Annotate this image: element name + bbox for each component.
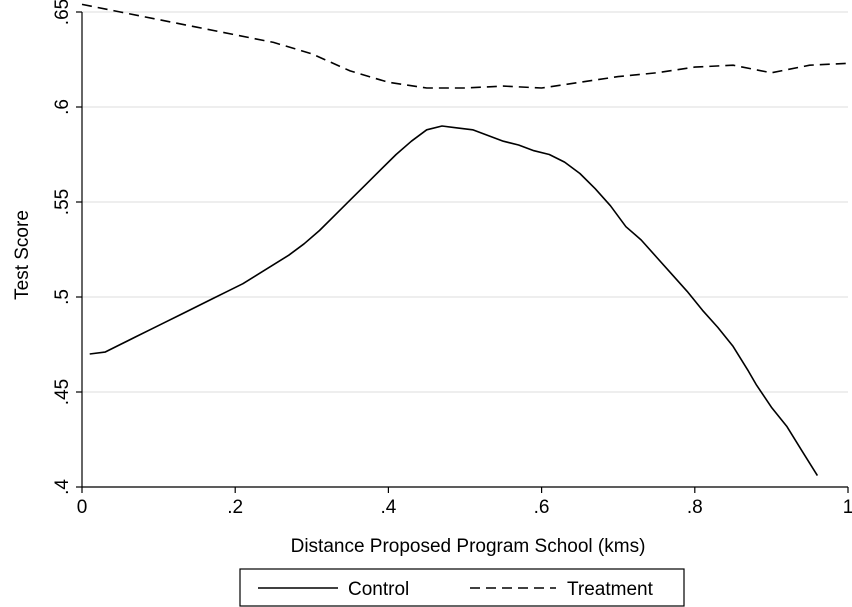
x-tick-label: .8: [687, 497, 703, 518]
x-axis-title: Distance Proposed Program School (kms): [291, 536, 646, 557]
series-line-control: [89, 125, 819, 477]
legend-label-control: Control: [348, 579, 409, 600]
axes: [81, 12, 848, 488]
series: [81, 3, 849, 477]
ticks: .4 .45 .5 .55 .6 .65 0 .2 .4 .6 .8 1: [52, 0, 852, 518]
y-tick-label: .5: [52, 289, 73, 305]
gridlines: [82, 11, 848, 488]
y-tick-label: .65: [52, 0, 73, 25]
x-tick-label: 1: [843, 497, 852, 518]
legend-label-treatment: Treatment: [567, 579, 654, 600]
x-tick-label: .6: [534, 497, 550, 518]
x-tick-label: .2: [227, 497, 243, 518]
y-tick-label: .45: [52, 379, 73, 405]
y-axis-title: Test Score: [12, 210, 33, 300]
x-tick-label: .4: [380, 497, 396, 518]
series-line-treatment: [81, 3, 849, 89]
y-tick-label: .6: [52, 99, 73, 115]
legend: Control Treatment: [239, 568, 685, 607]
y-tick-label: .55: [52, 189, 73, 215]
x-tick-label: 0: [77, 497, 88, 518]
y-tick-label: .4: [52, 479, 73, 495]
